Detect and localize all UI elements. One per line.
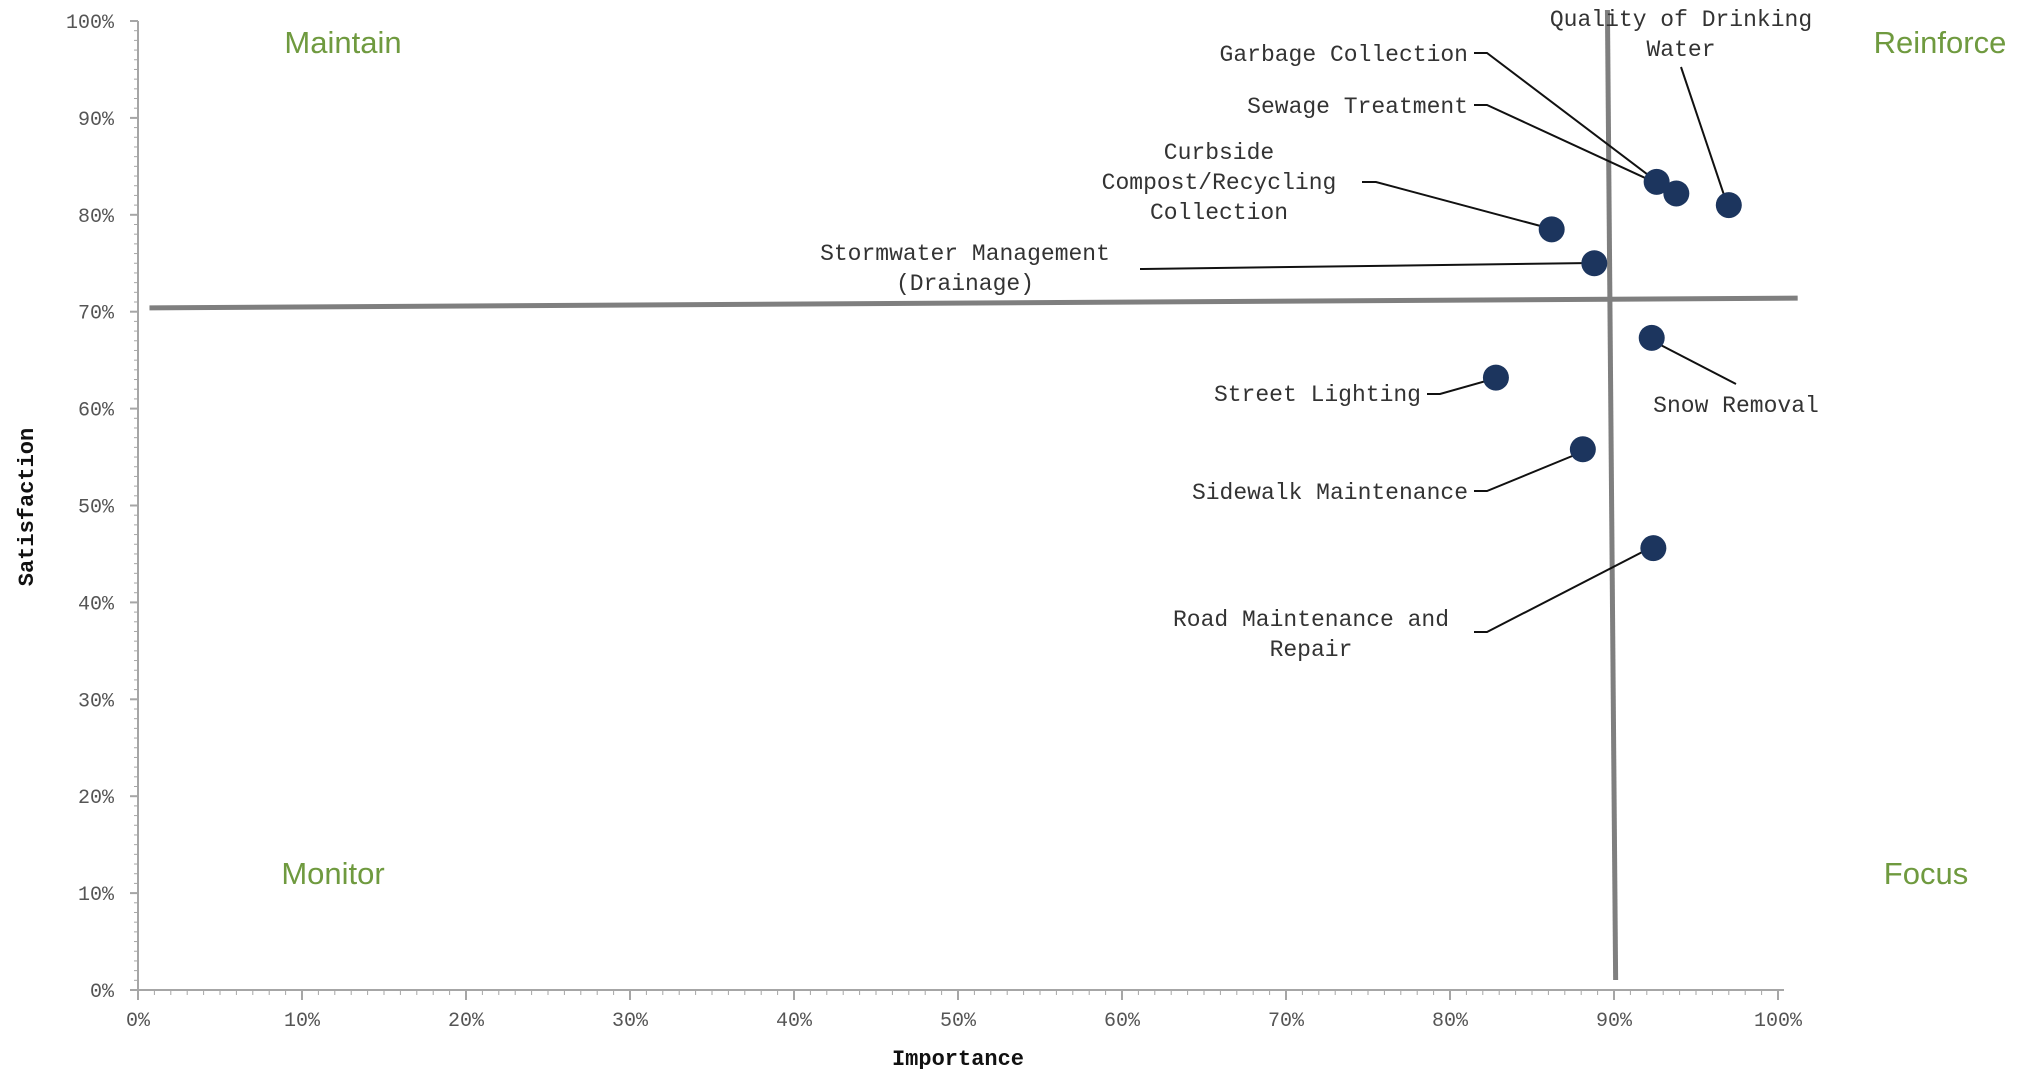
data-label-line: Snow Removal [1653, 393, 1819, 419]
data-label-line: Compost/Recycling [1102, 170, 1337, 196]
data-label: Sewage Treatment [1247, 94, 1468, 120]
data-point [1663, 180, 1690, 207]
data-label-line: Road Maintenance and [1173, 607, 1449, 633]
x-tick-label: 10% [284, 1010, 321, 1033]
data-label: Quality of Drinking Water [1550, 7, 1812, 63]
x-tick-label: 50% [940, 1010, 977, 1033]
quadrant-dividers [149, 9, 1798, 981]
data-label: Sidewalk Maintenance [1192, 480, 1468, 506]
x-tick-label: 40% [776, 1010, 813, 1033]
quadrant-labels: Maintain Reinforce Monitor Focus [281, 25, 2006, 891]
y-tick-label: 60% [78, 400, 115, 423]
data-label: Curbside Compost/Recycling Collection [1102, 140, 1337, 226]
y-tick-label: 30% [78, 690, 115, 713]
data-point [1538, 216, 1565, 243]
leader-line [1474, 451, 1583, 492]
x-tick-label: 20% [448, 1010, 485, 1033]
quadrant-label-monitor: Monitor [281, 856, 384, 891]
data-label-line: Sidewalk Maintenance [1192, 480, 1468, 506]
x-tick-label: 0% [126, 1010, 151, 1033]
leader-line [1474, 545, 1655, 633]
data-point [1640, 535, 1667, 562]
data-point [1482, 364, 1509, 391]
data-label-line: Curbside [1164, 140, 1274, 166]
data-point [1715, 192, 1742, 219]
data-labels: Quality of Drinking Water Garbage Collecti… [820, 7, 1819, 663]
horizontal-divider [149, 295, 1798, 311]
data-label-line: Street Lighting [1214, 382, 1421, 408]
y-tick-label: 90% [78, 109, 115, 132]
data-label: Snow Removal [1653, 393, 1819, 419]
data-point [1638, 324, 1665, 351]
data-label: Street Lighting [1214, 382, 1421, 408]
data-label: Road Maintenance and Repair [1173, 607, 1449, 663]
leader-line [1680, 66, 1726, 199]
y-tick-label: 20% [78, 787, 115, 810]
x-axis-title: Importance [892, 1047, 1024, 1069]
y-tick-label: 100% [66, 12, 115, 35]
data-label-line: Repair [1270, 637, 1353, 663]
data-label-line: (Drainage) [896, 271, 1034, 297]
leader-line [1474, 104, 1681, 195]
data-points [1482, 168, 1742, 562]
x-tick-label: 60% [1104, 1010, 1141, 1033]
leader-line [1362, 181, 1549, 229]
x-tick-label: 90% [1596, 1010, 1633, 1033]
data-point [1643, 168, 1670, 195]
y-tick-label: 70% [78, 303, 115, 326]
data-label-line: Stormwater Management [820, 241, 1110, 267]
x-tick-label: 70% [1268, 1010, 1305, 1033]
x-tick-label: 80% [1432, 1010, 1469, 1033]
leader-line [1474, 52, 1669, 191]
data-label-line: Sewage Treatment [1247, 94, 1468, 120]
axes: 0% 10% 20% 30% 40% 50% 60% 70% 80% 90% 100% 0% 10% 20… [66, 12, 1803, 1033]
y-tick-label: 10% [78, 884, 115, 907]
x-tick-label: 100% [1754, 1010, 1803, 1033]
quadrant-label-reinforce: Reinforce [1874, 25, 2007, 60]
x-tick-label: 30% [612, 1010, 649, 1033]
leader-line [1139, 262, 1593, 270]
data-label-line: Water [1646, 37, 1715, 63]
y-tick-label: 0% [90, 981, 115, 1004]
data-label-line: Garbage Collection [1220, 42, 1468, 68]
leader-line [1650, 339, 1737, 385]
y-axis-title: Satisfaction [15, 428, 40, 586]
data-label: Garbage Collection [1220, 42, 1468, 68]
y-tick-label: 80% [78, 206, 115, 229]
data-point [1569, 436, 1596, 463]
data-label-line: Quality of Drinking [1550, 7, 1812, 33]
data-label: Stormwater Management (Drainage) [820, 241, 1110, 297]
y-tick-label: 50% [78, 497, 115, 520]
label-leader-lines [1139, 52, 1737, 633]
data-point [1581, 250, 1608, 277]
quadrant-label-maintain: Maintain [284, 25, 401, 60]
vertical-divider [1604, 9, 1619, 981]
data-label-line: Collection [1150, 200, 1288, 226]
leader-line [1427, 378, 1494, 395]
quadrant-label-focus: Focus [1884, 856, 1968, 891]
y-tick-label: 40% [78, 593, 115, 616]
